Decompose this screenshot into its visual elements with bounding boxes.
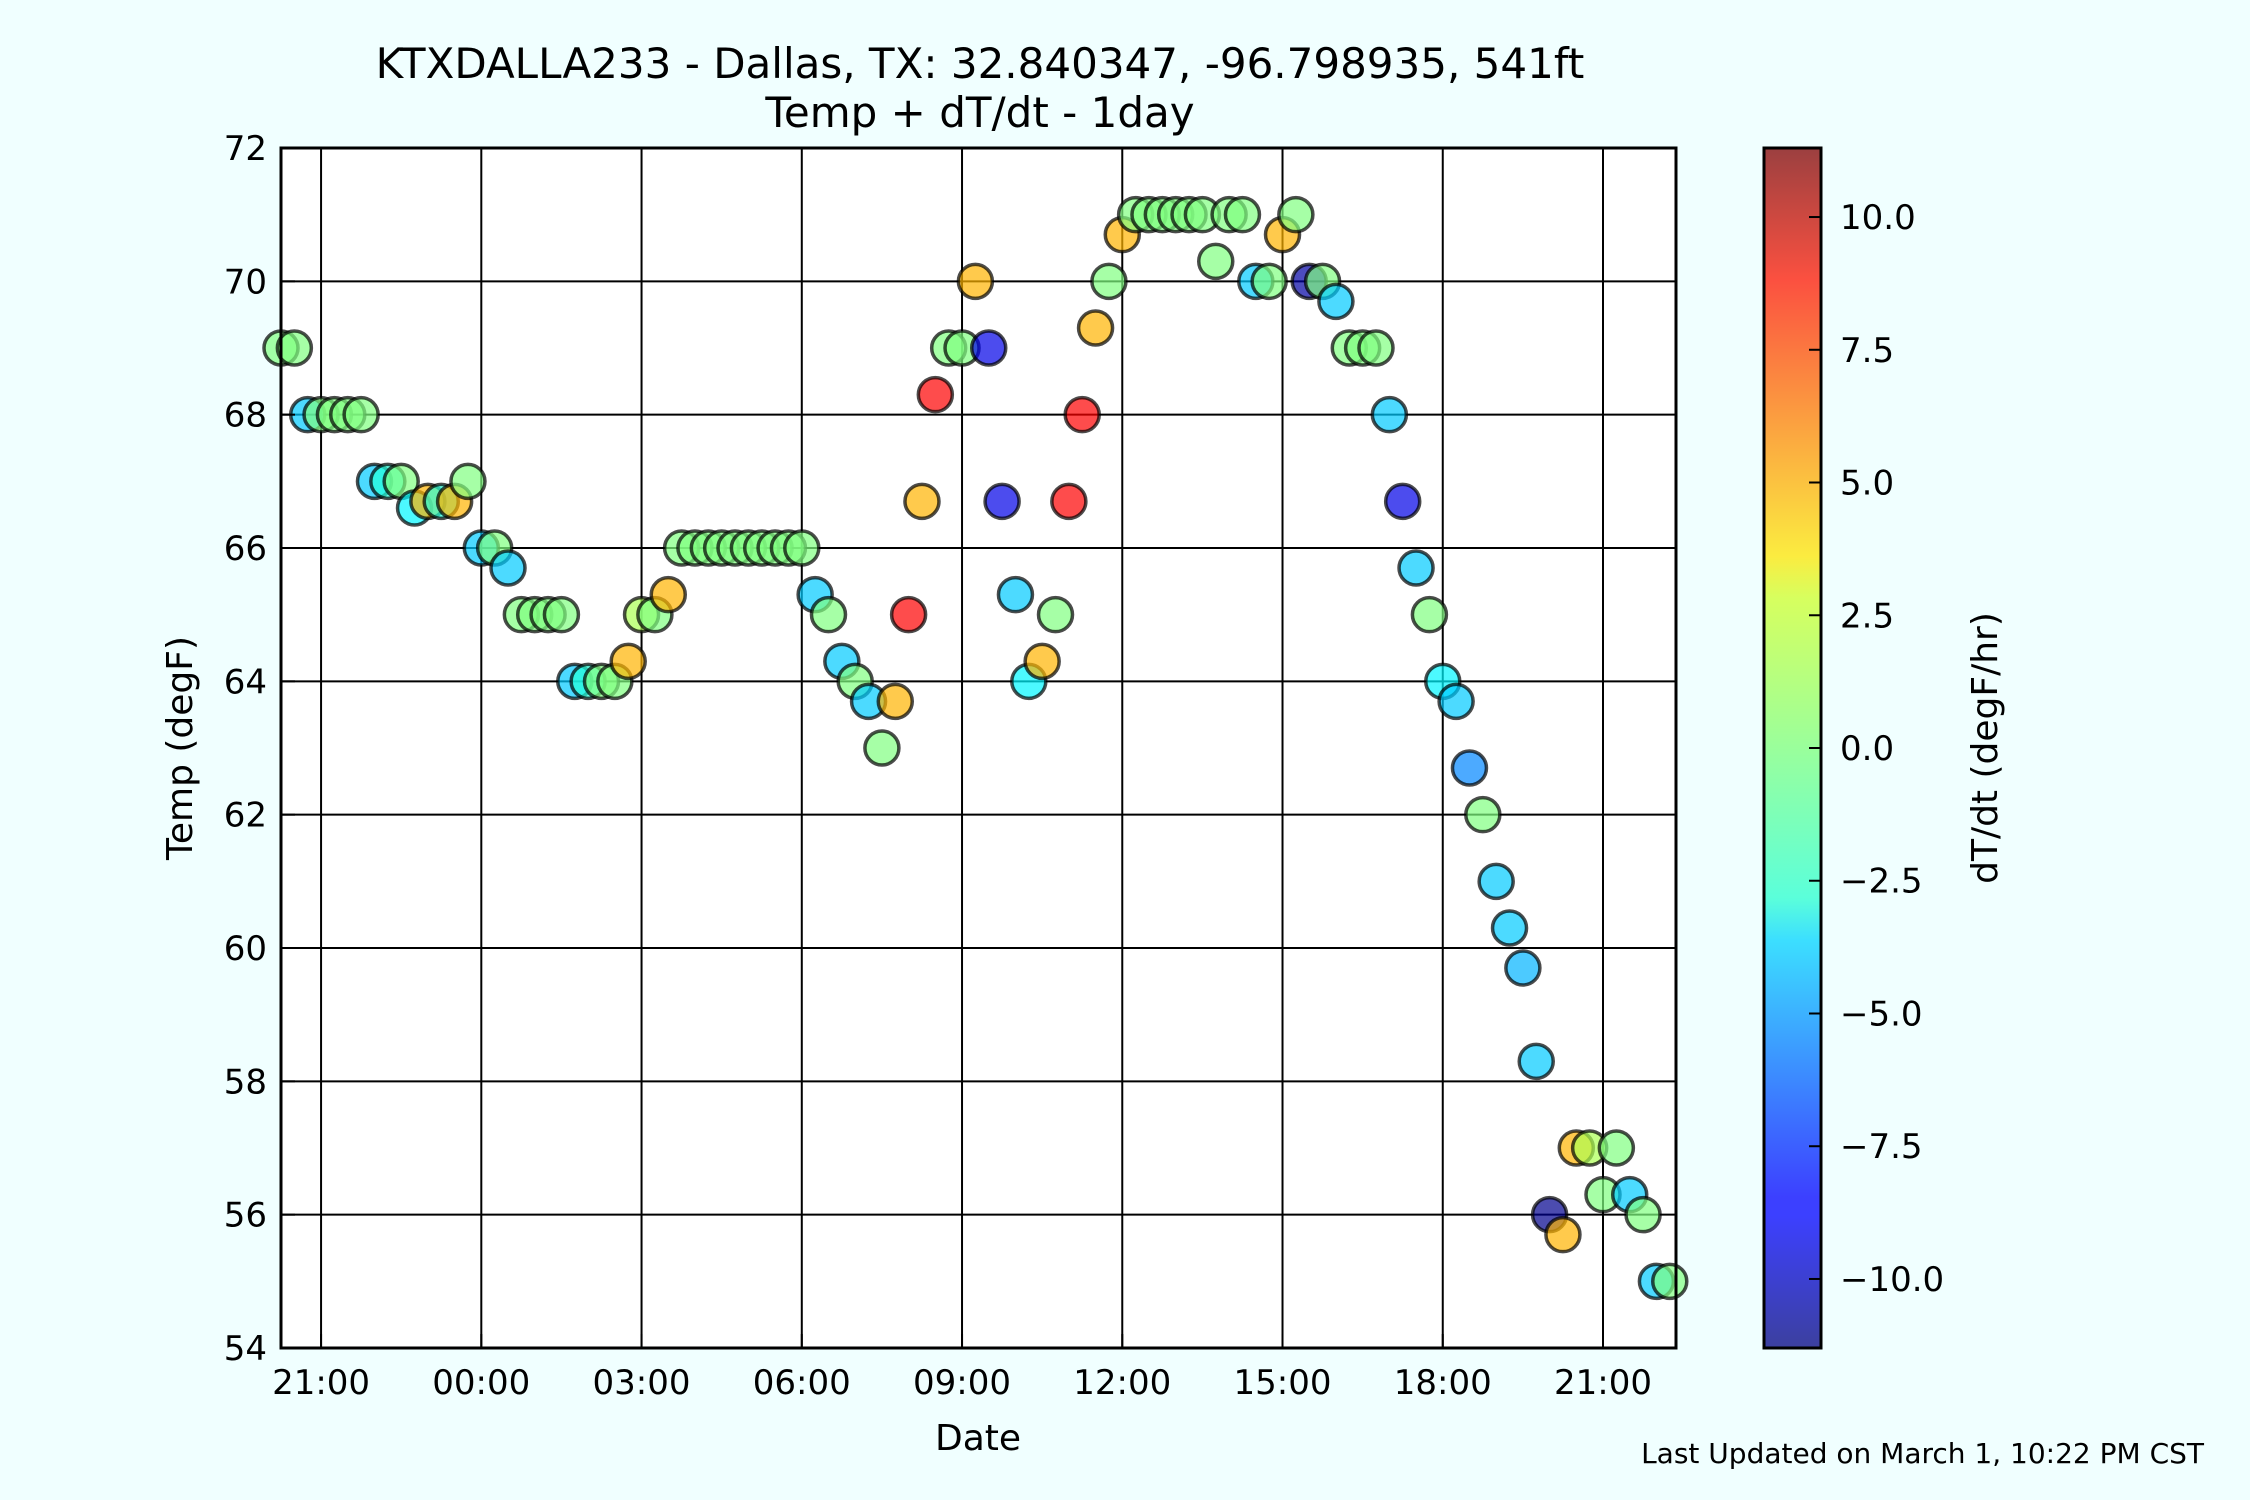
data-point xyxy=(1464,795,1502,834)
x-axis-label: Date xyxy=(935,1418,1021,1459)
data-point xyxy=(649,575,688,614)
y-tick-label: 56 xyxy=(224,1196,267,1236)
y-axis-ticks: 54 56 58 60 62 64 66 68 70 72 xyxy=(224,129,295,1369)
grid xyxy=(281,148,1676,1348)
y-tick-label: 62 xyxy=(224,796,267,836)
x-axis-ticks: 21:00 00:00 03:00 06:00 09:00 12:00 15:00 18:00… xyxy=(272,1334,1652,1403)
chart-title: KTXDALLA233 - Dallas, TX: 32.840347, -96… xyxy=(376,39,1585,88)
colorbar-tick-label: 0.0 xyxy=(1840,729,1894,769)
data-point xyxy=(876,682,915,721)
data-point xyxy=(889,595,928,634)
y-tick-label: 66 xyxy=(224,529,267,569)
y-tick-label: 58 xyxy=(224,1062,267,1102)
data-point xyxy=(1450,749,1489,787)
data-point xyxy=(1090,262,1128,301)
data-point xyxy=(1397,549,1435,587)
data-point xyxy=(1624,1195,1662,1234)
data-point xyxy=(916,375,955,414)
data-point xyxy=(489,549,527,587)
x-tick-label: 15:00 xyxy=(1234,1363,1332,1403)
data-point xyxy=(783,529,821,567)
data-point xyxy=(1410,595,1449,634)
data-point xyxy=(969,329,1008,367)
y-tick-label: 68 xyxy=(224,396,267,436)
data-point xyxy=(1250,262,1288,301)
colorbar-tick-label: −7.5 xyxy=(1840,1127,1923,1167)
data-point xyxy=(863,729,901,767)
colorbar-label: dT/dt (degF/hr) xyxy=(1965,612,2006,884)
last-updated-text: Last Updated on March 1, 10:22 PM CST xyxy=(1641,1437,2205,1470)
data-point xyxy=(1063,395,1101,434)
data-point xyxy=(1597,1129,1636,1167)
x-tick-label: 03:00 xyxy=(593,1363,691,1403)
y-axis-label: Temp (degF) xyxy=(160,636,201,861)
x-tick-label: 21:00 xyxy=(1554,1363,1652,1403)
data-point xyxy=(1357,329,1395,367)
data-point xyxy=(1383,482,1422,521)
data-point xyxy=(342,395,380,434)
colorbar-tick-label: 10.0 xyxy=(1840,198,1916,238)
x-tick-label: 00:00 xyxy=(432,1363,530,1403)
colorbar-tick-label: −10.0 xyxy=(1840,1260,1944,1300)
y-tick-label: 64 xyxy=(224,662,267,702)
data-point xyxy=(1076,309,1115,347)
data-point xyxy=(903,482,941,521)
data-point xyxy=(1223,195,1262,234)
colorbar-tick-label: −2.5 xyxy=(1840,862,1923,902)
x-tick-label: 21:00 xyxy=(272,1363,370,1403)
data-point xyxy=(1370,395,1409,434)
y-tick-label: 70 xyxy=(224,262,267,302)
data-point xyxy=(275,329,314,367)
data-point xyxy=(809,595,848,634)
data-point xyxy=(1651,1262,1689,1301)
colorbar-tick-label: 5.0 xyxy=(1840,464,1894,504)
data-points xyxy=(262,195,1689,1301)
data-point xyxy=(1023,642,1061,681)
y-tick-label: 54 xyxy=(224,1329,267,1369)
plot-frame xyxy=(279,146,1678,1350)
colorbar-tick-label: 2.5 xyxy=(1840,596,1894,636)
data-point xyxy=(449,462,487,501)
data-point xyxy=(1050,482,1088,521)
data-point xyxy=(956,262,995,301)
data-point xyxy=(1477,862,1515,901)
x-tick-label: 12:00 xyxy=(1073,1363,1171,1403)
data-point xyxy=(1437,682,1475,721)
y-tick-label: 60 xyxy=(224,929,267,969)
plot-area xyxy=(281,148,1676,1348)
data-point xyxy=(1544,1215,1582,1254)
data-point xyxy=(1317,282,1355,321)
data-point xyxy=(1490,909,1529,947)
colorbar-tick-label: 7.5 xyxy=(1840,331,1894,371)
x-tick-label: 18:00 xyxy=(1394,1363,1492,1403)
data-point xyxy=(1504,949,1542,987)
colorbar-tick-label: −5.0 xyxy=(1840,994,1923,1034)
data-point xyxy=(1277,195,1315,234)
data-point xyxy=(1196,242,1235,281)
y-tick-label: 72 xyxy=(224,129,267,169)
data-point xyxy=(1517,1042,1555,1081)
data-point xyxy=(1036,595,1075,634)
colorbar-ticks: 10.0 7.5 5.0 2.5 0.0 −2.5 −5.0 −7.5 −10.0 xyxy=(1809,198,1944,1300)
data-point xyxy=(542,595,581,634)
data-point xyxy=(609,642,647,681)
chart-subtitle: Temp + dT/dt - 1day xyxy=(764,88,1194,137)
data-point xyxy=(983,482,1021,521)
x-tick-label: 06:00 xyxy=(753,1363,851,1403)
data-point xyxy=(996,575,1035,614)
x-tick-label: 09:00 xyxy=(913,1363,1011,1403)
